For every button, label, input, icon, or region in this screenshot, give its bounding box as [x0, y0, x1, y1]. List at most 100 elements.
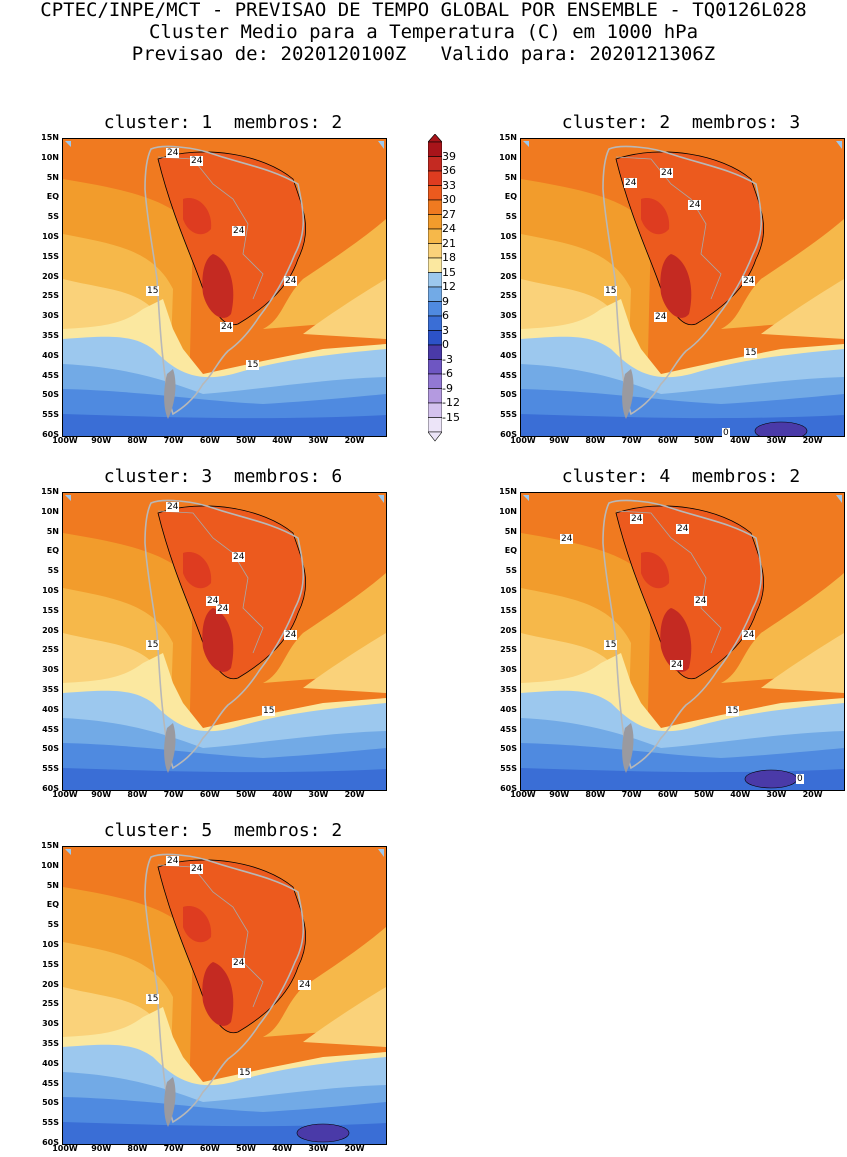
field-band-33 [641, 198, 670, 235]
latitude-tick-label: 15N [499, 487, 517, 496]
contour-label: 24 [560, 534, 574, 544]
latitude-tick-label: 55S [500, 410, 517, 420]
colorbar-tick-label: 21 [442, 236, 456, 250]
latitude-tick-label: 5N [504, 172, 517, 182]
latitude-tick-label: 10N [41, 506, 59, 516]
colorbar-tick-label: -12 [442, 396, 460, 409]
longitude-tick-label: 40W [730, 436, 751, 445]
colorbar-tick-label: -15 [442, 410, 460, 424]
contour-label: 24 [166, 148, 180, 158]
latitude-tick-label: 30S [42, 665, 59, 675]
latitude-tick-label: 50S [500, 744, 517, 754]
contour-label: 24 [742, 276, 756, 286]
colorbar-graphic [427, 133, 443, 442]
longitude-tick-label: 100W [510, 436, 536, 445]
contour-label: 24 [206, 596, 220, 606]
contour-label: 24 [630, 514, 644, 524]
latitude-tick-label: 35S [500, 685, 517, 694]
longitude-tick-label: 30W [308, 1144, 329, 1153]
colorbar-tick-label: 27 [442, 207, 456, 221]
contour-label: 0 [796, 774, 804, 784]
latitude-tick-label: 5S [505, 566, 517, 576]
latitude-tick-label: 60S [42, 1138, 59, 1147]
latitude-tick-label: 15N [41, 841, 59, 850]
longitude-tick-label: 40W [730, 790, 751, 799]
contour-label: 24 [742, 630, 756, 640]
longitude-tick-label: 30W [766, 436, 787, 445]
latitude-tick-label: 5N [46, 880, 59, 890]
field-band-3 [63, 414, 386, 436]
latitude-tick-label: 45S [42, 370, 59, 380]
longitude-tick-label: 70W [621, 436, 642, 445]
latitude-tick-label: 35S [42, 331, 59, 340]
longitude-tick-label: 50W [236, 436, 256, 445]
latitude-tick-label: 45S [42, 1078, 59, 1088]
latitude-tick-label: 25S [42, 645, 59, 655]
longitude-tick-label: 80W [127, 436, 148, 445]
latitude-tick-label: 15N [499, 133, 517, 142]
colorbar-swatch [427, 344, 443, 360]
south-america-coastline [144, 853, 305, 1124]
map-frame [520, 138, 845, 437]
longitude-tick-label: 20W [344, 436, 365, 445]
map-frame [62, 492, 387, 791]
latitude-tick-label: 60S [42, 430, 59, 439]
latitude-tick-label: 25S [500, 291, 517, 301]
colorbar-tick-label: 3 [442, 323, 449, 337]
colorbar-swatch [427, 272, 443, 288]
latitude-tick-label: 50S [42, 1098, 59, 1108]
contour-label: 15 [744, 348, 758, 358]
colorbar-swatch [427, 185, 443, 201]
colorbar-tick-label: 33 [442, 178, 456, 192]
latitude-tick-label: 30S [500, 665, 517, 675]
colorbar-swatch [427, 214, 443, 230]
field-band-atlantic-18 [761, 633, 844, 693]
latitude-tick-label: 5S [47, 920, 59, 930]
longitude-tick-label: 50W [236, 1144, 256, 1153]
longitude-tick-label: 50W [236, 790, 256, 799]
header-line-2: Cluster Medio para a Temperatura (C) em … [148, 21, 699, 43]
colorbar-tick-label: 15 [442, 265, 456, 279]
longitude-tick-label: 90W [91, 436, 112, 445]
patagonia-land [622, 723, 634, 773]
colorbar-swatch [427, 330, 443, 346]
colorbar-tick-label: -6 [442, 367, 453, 380]
latitude-tick-label: 20S [42, 271, 59, 281]
latitude-tick-label: 35S [42, 1039, 59, 1048]
south-america-coastline [602, 499, 763, 770]
longitude-tick-label: 40W [272, 790, 293, 799]
header-line-1: CPTEC/INPE/MCT - PREVISAO DE TEMPO GLOBA… [40, 0, 807, 21]
latitude-tick-label: 5N [46, 172, 59, 182]
latitude-tick-label: EQ [46, 192, 59, 202]
latitude-tick-label: 20S [42, 979, 59, 989]
latitude-tick-label: EQ [504, 192, 517, 202]
latitude-tick-label: 60S [500, 430, 517, 439]
latitude-tick-label: 10N [41, 860, 59, 870]
colorbar-swatch [427, 199, 443, 215]
latitude-tick-label: 5N [504, 526, 517, 536]
map-frame [62, 138, 387, 437]
colorbar-swatch [427, 388, 443, 404]
contour-label: 15 [146, 994, 160, 1004]
borders-line [615, 510, 722, 654]
colorbar-tick-label: 36 [442, 164, 456, 177]
header-line-3: Previsao de: 2020120100Z Valido para: 20… [131, 43, 716, 65]
latitude-tick-label: 50S [42, 390, 59, 400]
latitude-tick-label: 15S [42, 959, 59, 969]
longitude-tick-label: 90W [91, 790, 112, 799]
latitude-tick-label: 15N [41, 133, 59, 142]
latitude-tick-label: 45S [500, 370, 517, 380]
temperature-field-map [521, 139, 844, 436]
colorbar-swatch [427, 170, 443, 186]
longitude-tick-label: 60W [199, 436, 220, 445]
colorbar-swatch [427, 141, 443, 157]
colorbar-swatch [427, 417, 443, 433]
contour-label: 24 [654, 312, 668, 322]
colorbar-tick-label: 24 [442, 222, 456, 235]
cold-core-0 [296, 1123, 350, 1143]
longitude-tick-label: 70W [163, 790, 184, 799]
longitude-tick-label: 90W [91, 1144, 112, 1153]
colorbar-tick-label: 39 [442, 149, 456, 163]
south-america-coastline [602, 145, 763, 416]
latitude-tick-label: 10S [42, 232, 59, 241]
